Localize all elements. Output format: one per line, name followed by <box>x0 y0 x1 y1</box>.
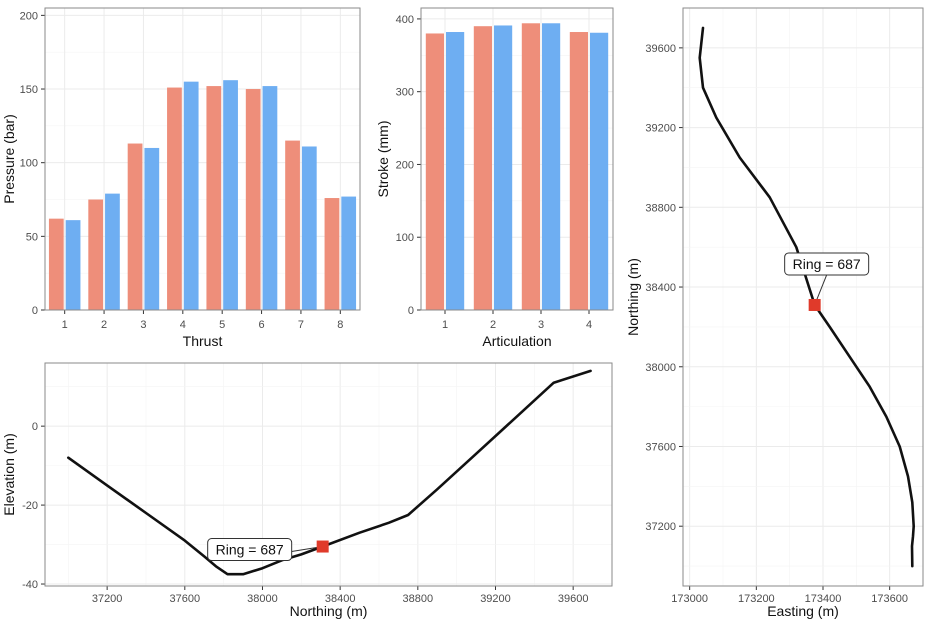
thrust-x-axis-title: Thrust <box>183 333 223 349</box>
profile-x-axis-title: Northing (m) <box>290 603 368 619</box>
articulation-x-tick-label: 1 <box>442 319 448 331</box>
articulation-y-axis-title: Stroke (mm) <box>375 121 391 198</box>
plan-y-tick-label: 38400 <box>645 282 676 294</box>
thrust-bar-series_b-1 <box>65 220 81 310</box>
articulation-bar-series_a-3 <box>521 23 540 311</box>
thrust-bar-series_a-4 <box>167 87 182 311</box>
thrust-bar-series_a-1 <box>48 218 64 310</box>
thrust-y-tick-label: 100 <box>20 158 38 170</box>
articulation-bar-series_b-3 <box>542 23 561 311</box>
plan-y-tick-label: 37200 <box>645 521 676 533</box>
thrust-bar-series_b-6 <box>262 86 278 310</box>
articulation-panel-border <box>420 7 614 311</box>
thrust-y-tick-label: 0 <box>32 305 38 317</box>
chart-plan <box>679 7 924 590</box>
articulation-x-tick-label: 2 <box>490 319 496 331</box>
profile-y-tick-label: -20 <box>22 500 38 512</box>
profile-callout-label: Ring = 687 <box>216 542 284 558</box>
plan-x-tick-label: 173000 <box>671 593 708 605</box>
plan-callout-box <box>784 252 870 276</box>
thrust-bar-series_b-4 <box>183 81 199 310</box>
thrust-x-tick-label: 7 <box>298 319 304 331</box>
profile-x-tick-label: 37600 <box>170 593 201 605</box>
articulation-y-tick-label: 200 <box>396 159 414 171</box>
profile-panel-border <box>44 362 613 587</box>
thrust-bar-series_a-5 <box>206 86 222 310</box>
plan-x-tick-label: 173200 <box>738 593 775 605</box>
profile-y-tick-label: -40 <box>22 579 38 591</box>
plan-plot-background <box>683 8 923 586</box>
articulation-x-tick-label: 4 <box>586 319 592 331</box>
thrust-x-tick-label: 6 <box>259 319 265 331</box>
articulation-bar-series_b-4 <box>590 32 609 311</box>
plan-series-line <box>698 26 916 568</box>
thrust-bar-series_b-7 <box>301 146 317 310</box>
plan-ring-marker <box>808 298 821 311</box>
thrust-bar-series_a-7 <box>285 140 300 310</box>
thrust-y-tick-label: 50 <box>26 231 38 243</box>
articulation-bar-series_a-4 <box>569 32 588 310</box>
thrust-bar-series_a-6 <box>245 89 261 311</box>
thrust-x-tick-label: 3 <box>140 319 146 331</box>
articulation-x-tick-label: 3 <box>538 319 544 331</box>
articulation-y-tick-label: 100 <box>396 232 414 244</box>
articulation-bar-series_b-1 <box>446 32 465 310</box>
thrust-y-axis-title: Pressure (bar) <box>1 114 17 203</box>
thrust-bar-series_b-2 <box>105 193 120 310</box>
profile-ring-marker <box>316 540 329 553</box>
profile-x-tick-label: 38400 <box>325 593 356 605</box>
thrust-x-tick-label: 4 <box>180 319 186 331</box>
thrust-y-tick-label: 200 <box>20 10 38 22</box>
plan-x-axis-title: Easting (m) <box>767 603 839 619</box>
thrust-bar-series_a-2 <box>88 199 104 310</box>
articulation-x-axis-title: Articulation <box>482 333 551 349</box>
plan-y-tick-label: 38000 <box>645 362 676 374</box>
profile-x-tick-label: 37200 <box>92 593 123 605</box>
profile-x-tick-label: 39200 <box>480 593 511 605</box>
plan-y-axis-title: Northing (m) <box>625 258 641 336</box>
articulation-y-tick-label: 400 <box>396 14 414 26</box>
chart-profile <box>41 362 613 590</box>
plan-y-tick-label: 37600 <box>645 441 676 453</box>
plan-callout-label: Ring = 687 <box>793 256 861 272</box>
chart-thrust <box>41 7 361 314</box>
articulation-y-tick-label: 300 <box>396 87 414 99</box>
plan-y-tick-label: 39200 <box>645 123 676 135</box>
thrust-y-tick-label: 150 <box>20 84 38 96</box>
articulation-bar-series_a-2 <box>473 26 492 310</box>
profile-y-axis-title: Elevation (m) <box>1 433 17 515</box>
profile-x-tick-label: 39600 <box>558 593 589 605</box>
profile-callout-box <box>207 538 293 562</box>
thrust-bar-series_a-3 <box>127 143 143 310</box>
thrust-bar-series_a-8 <box>324 198 340 310</box>
chart-articulation <box>417 7 614 314</box>
thrust-x-tick-label: 1 <box>62 319 68 331</box>
plan-y-tick-label: 38800 <box>645 202 676 214</box>
thrust-x-tick-label: 5 <box>219 319 225 331</box>
thrust-panel-border <box>44 7 361 311</box>
profile-x-tick-label: 38000 <box>247 593 278 605</box>
articulation-bar-series_b-2 <box>494 25 513 311</box>
plan-x-tick-label: 173600 <box>871 593 908 605</box>
thrust-x-tick-label: 8 <box>337 319 343 331</box>
thrust-bar-series_b-5 <box>223 80 238 310</box>
plan-x-tick-label: 173400 <box>805 593 842 605</box>
articulation-y-tick-label: 0 <box>408 305 414 317</box>
thrust-x-tick-label: 2 <box>101 319 107 331</box>
thrust-bar-series_b-3 <box>144 147 160 310</box>
profile-x-tick-label: 38800 <box>403 593 434 605</box>
thrust-bar-series_b-8 <box>341 196 357 310</box>
plan-panel-border <box>682 7 924 587</box>
profile-y-tick-label: 0 <box>32 421 38 433</box>
plan-y-tick-label: 39600 <box>645 43 676 55</box>
articulation-bar-series_a-1 <box>425 33 444 310</box>
profile-plot-background <box>45 363 612 586</box>
